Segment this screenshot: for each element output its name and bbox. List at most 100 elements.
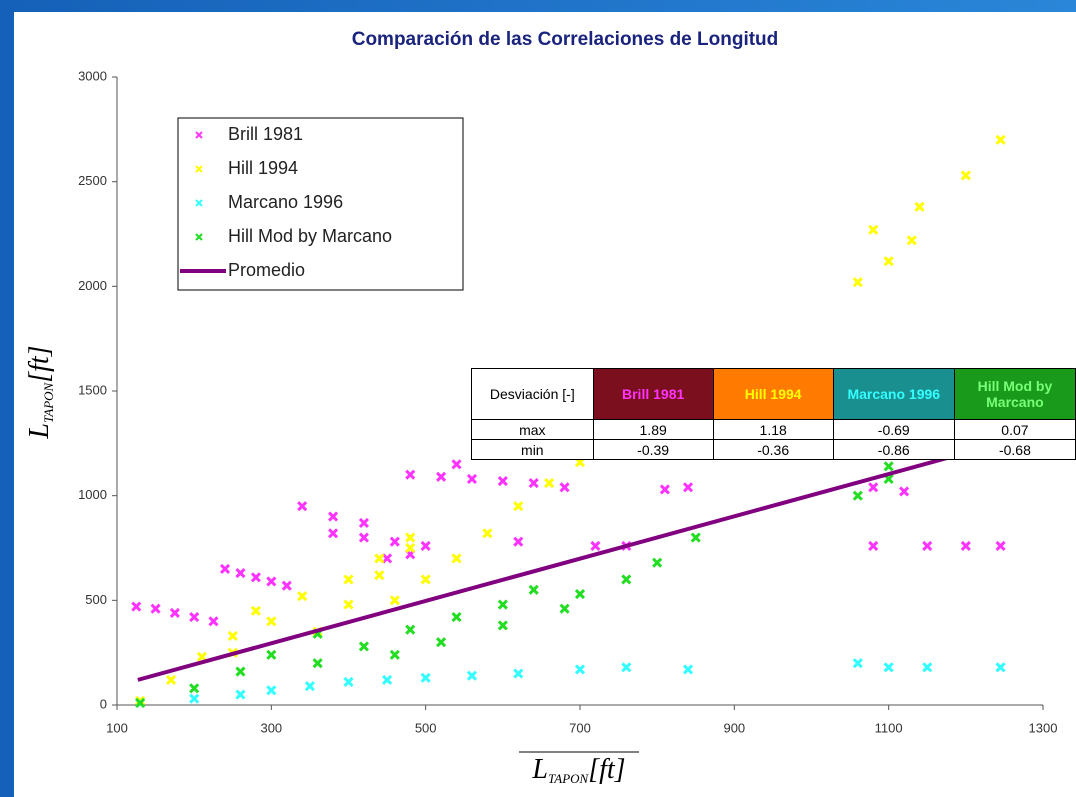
scatter-point — [559, 603, 570, 614]
scatter-point — [189, 612, 200, 623]
scatter-point — [995, 540, 1006, 551]
scatter-point — [131, 601, 142, 612]
scatter-point — [208, 616, 219, 627]
scatter-point — [883, 662, 894, 673]
chart: Comparación de las Correlaciones de Long… — [24, 29, 1058, 786]
scatter-point — [995, 134, 1006, 145]
y-axis-label-text: LTAPON[ft] — [24, 345, 56, 439]
scatter-point — [466, 670, 478, 681]
legend-label: Hill 1994 — [228, 158, 298, 178]
scatter-point — [451, 459, 462, 470]
scatter-point — [682, 664, 694, 675]
table-cell: 1.89 — [592, 419, 714, 440]
scatter-point — [528, 584, 539, 595]
scatter-point — [189, 683, 200, 694]
y-tick-label: 500 — [85, 592, 107, 607]
scatter-point — [235, 689, 246, 700]
scatter-point — [497, 620, 508, 631]
y-axis-label-part: [ft] — [24, 345, 55, 382]
scatter-point — [420, 672, 431, 683]
x-axis-label-part: [ft] — [588, 754, 625, 785]
legend-label: Hill Mod by Marcano — [228, 226, 392, 246]
scatter-point — [358, 517, 369, 528]
x-tick-label: 500 — [415, 720, 437, 735]
scatter-point — [165, 674, 177, 685]
legend-box — [177, 117, 464, 291]
scatter-point — [405, 532, 416, 543]
scatter-point — [960, 540, 971, 551]
average-line — [137, 441, 1002, 682]
scatter-point — [250, 572, 261, 583]
scatter-point — [852, 277, 863, 288]
scatter-point — [266, 685, 277, 696]
scatter-point — [382, 553, 393, 564]
scatter-point — [451, 553, 462, 564]
scatter-point — [883, 256, 894, 267]
scatter-point — [420, 540, 431, 551]
scatter-point — [995, 662, 1006, 673]
table-row: max 1.89 1.18 -0.69 0.07 — [471, 419, 1076, 440]
legend-label: Promedio — [228, 260, 305, 280]
scatter-point — [389, 595, 400, 606]
scatter-point — [328, 511, 339, 522]
scatter-point — [436, 471, 447, 482]
scatter-point — [559, 482, 570, 493]
scatter-point — [189, 693, 200, 704]
table-cell: max — [471, 419, 594, 440]
scatter-point — [420, 574, 431, 585]
scatter-point — [328, 528, 339, 539]
scatter-point — [659, 484, 670, 495]
scatter-point — [135, 697, 146, 708]
scatter-point — [358, 641, 369, 652]
legend-label: Brill 1981 — [228, 124, 303, 144]
x-axis-label: LTAPON[ft] — [519, 751, 639, 786]
scatter-point — [922, 540, 933, 551]
scatter-point — [621, 662, 632, 673]
scatter-point — [513, 668, 524, 679]
deviation-table: Desviación [-] Brill 1981 Hill 1994 Marcano… — [471, 368, 1076, 460]
y-axis-label-part: L — [24, 423, 55, 440]
scatter-point — [621, 574, 632, 585]
scatter-point — [960, 170, 971, 181]
x-tick-label: 300 — [260, 720, 282, 735]
y-tick-label: 2000 — [78, 278, 107, 293]
scatter-point — [690, 532, 701, 543]
chart-title: Comparación de las Correlaciones de Long… — [352, 29, 779, 50]
scatter-point — [528, 478, 539, 489]
scatter-point — [405, 469, 416, 480]
y-tick-label: 2500 — [78, 173, 107, 188]
table-cell: -0.36 — [712, 439, 834, 460]
legend-swatch — [195, 199, 203, 207]
y-tick-label: 1000 — [78, 487, 107, 502]
scatter-point — [922, 662, 933, 673]
scatter-point — [281, 580, 292, 591]
scatter-point — [574, 664, 586, 675]
scatter-point — [235, 568, 246, 579]
scatter-point — [899, 486, 910, 497]
header-cell: Hill 1994 — [712, 368, 834, 420]
legend-swatch — [195, 131, 203, 139]
scatter-point — [914, 201, 925, 212]
y-axis-label: LTAPON[ft] — [24, 345, 56, 439]
scatter-point — [304, 681, 315, 692]
scatter-point — [312, 658, 323, 669]
header-cell: Brill 1981 — [592, 368, 714, 420]
scatter-point — [358, 532, 369, 543]
scatter-point — [374, 570, 385, 581]
scatter-point — [266, 576, 277, 587]
table-row: min -0.39 -0.36 -0.86 -0.68 — [471, 439, 1076, 460]
legend-swatch — [195, 165, 203, 173]
scatter-point — [497, 599, 508, 610]
table-cell: min — [471, 439, 594, 460]
scatter-point — [227, 630, 238, 641]
scatter-point — [150, 603, 161, 614]
scatter-point — [343, 599, 354, 610]
scatter-point — [466, 473, 478, 484]
scatter-point — [374, 553, 385, 564]
chart-area: Comparación de las Correlaciones de Long… — [14, 12, 1076, 797]
x-tick-label: 1300 — [1029, 720, 1058, 735]
scatter-point — [389, 649, 400, 660]
scatter-point — [297, 591, 308, 602]
x-tick-label: 700 — [569, 720, 591, 735]
